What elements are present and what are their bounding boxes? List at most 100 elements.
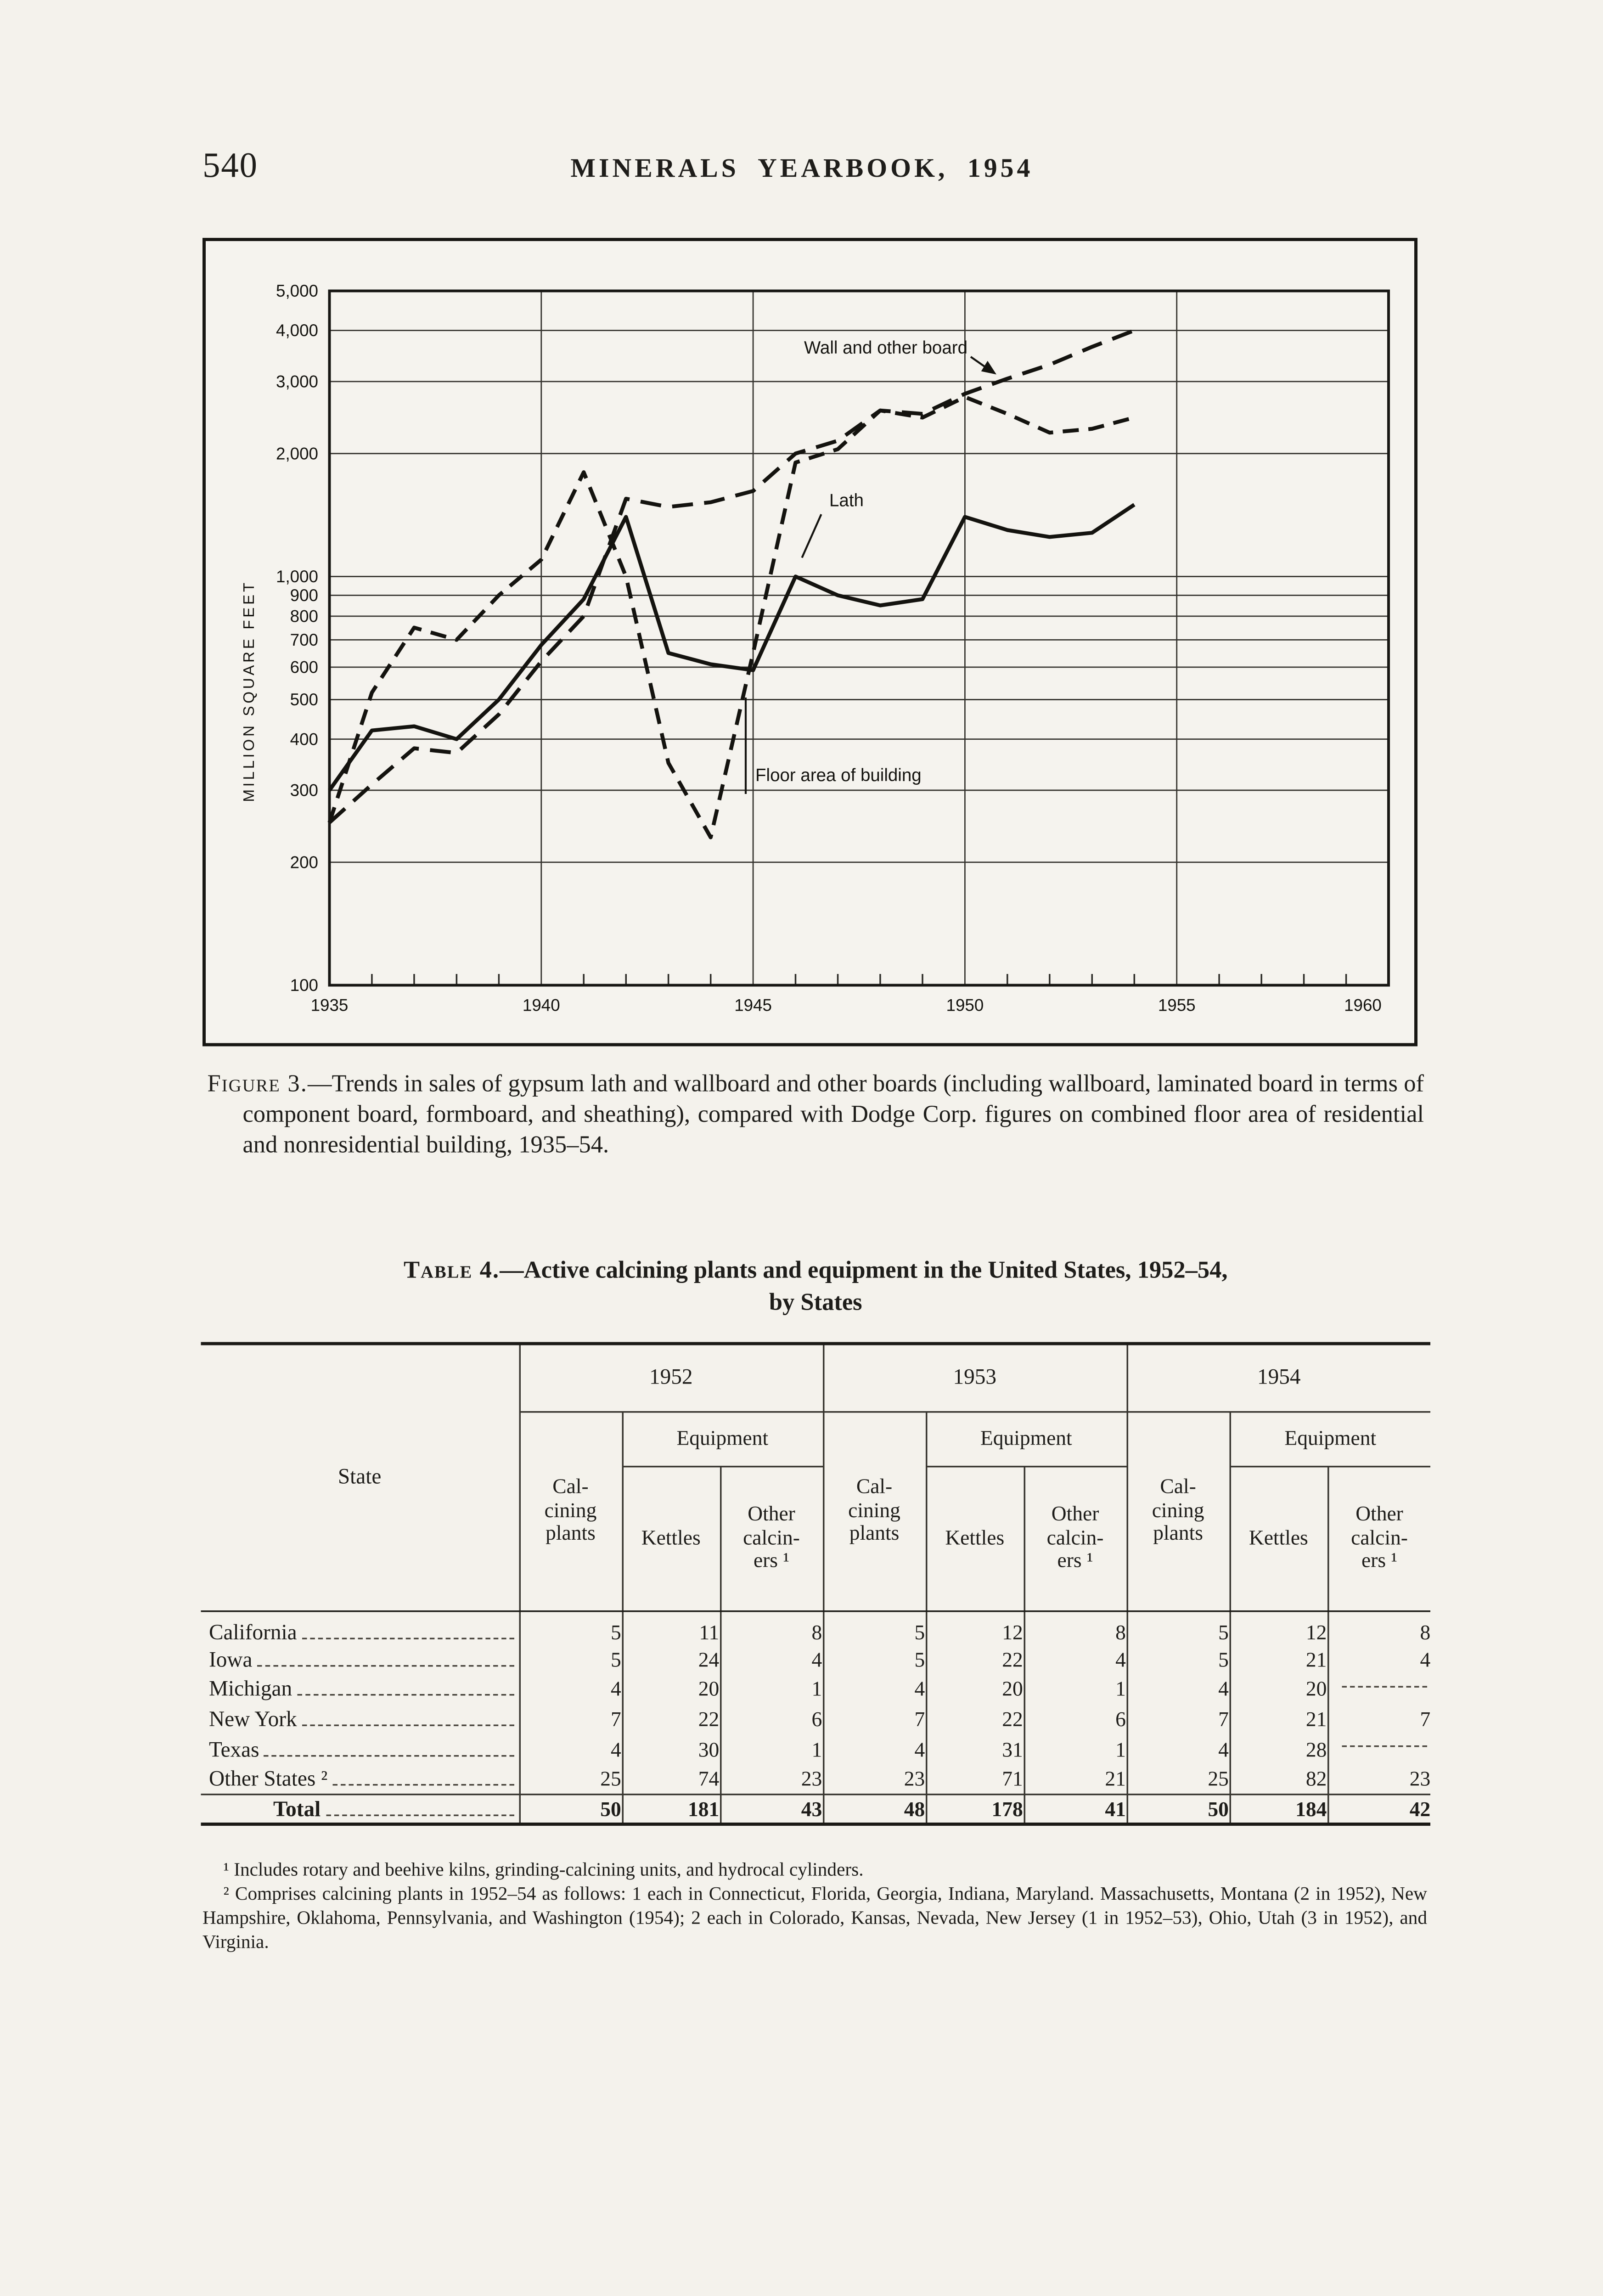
svg-text:1945: 1945 [734, 996, 772, 1015]
svg-text:1950: 1950 [946, 996, 984, 1015]
col-header-equipment-1953: Equipment [925, 1411, 1128, 1467]
col-header-other-calciners-1952: Other calcin- ers ¹ [719, 1466, 824, 1611]
svg-text:300: 300 [290, 781, 318, 800]
svg-text:1960: 1960 [1344, 996, 1382, 1015]
svg-text:900: 900 [290, 586, 318, 605]
state-label: Total [273, 1796, 321, 1820]
footnote-1: ¹ Includes rotary and beehive kilns, gri… [223, 1858, 864, 1880]
state-label: Michigan [209, 1677, 292, 1701]
table-row: Michigan 4 20 1 4 20 1 4 20 [201, 1675, 1431, 1705]
value-cell: 7 [1125, 1705, 1231, 1735]
dash-leader [264, 1754, 514, 1756]
chart-curve-labels: Wall and other board Lath Floor area of bu… [744, 338, 996, 794]
value-cell: 5 [822, 1610, 927, 1645]
value-cell: 7 [822, 1705, 927, 1735]
svg-text:1940: 1940 [523, 996, 560, 1015]
value-cell: 4 [822, 1675, 927, 1705]
value-cell: 30 [621, 1734, 721, 1765]
value-cell [1327, 1734, 1431, 1765]
table-row: New York 7 22 6 7 22 6 7 21 7 [201, 1705, 1431, 1735]
value-cell: 8 [719, 1610, 824, 1645]
table-title-text: —Active calcining plants and equipment i… [500, 1258, 1228, 1284]
value-cell: 4 [518, 1734, 623, 1765]
value-cell: 23 [1327, 1764, 1431, 1795]
state-cell: Michigan [201, 1675, 520, 1705]
value-cell: 20 [621, 1675, 721, 1705]
chart-year-ticks [371, 974, 1347, 985]
value-cell: 8 [1023, 1610, 1128, 1645]
value-cell: 6 [719, 1705, 824, 1735]
footnote-2: ² Comprises calcining plants in 1952–54 … [202, 1882, 1427, 1953]
dash-leader [257, 1665, 514, 1666]
value-cell: 4 [822, 1734, 927, 1765]
value-cell: 74 [621, 1764, 721, 1795]
page-number: 540 [202, 145, 258, 185]
value-cell: 1 [719, 1734, 824, 1765]
value-cell: 5 [1125, 1645, 1231, 1675]
col-header-year-1954: 1954 [1125, 1344, 1431, 1412]
label-arrowhead [981, 360, 996, 375]
col-header-calcining-plants-1952: Cal- cining plants [519, 1411, 623, 1611]
value-cell: 43 [719, 1793, 824, 1824]
svg-text:600: 600 [290, 658, 318, 676]
svg-text:800: 800 [290, 607, 318, 626]
value-cell: 20 [1228, 1675, 1328, 1705]
col-header-calcining-plants-1953: Cal- cining plants [822, 1411, 927, 1611]
state-label: Other States ² [209, 1766, 328, 1790]
value-cell: 5 [518, 1610, 623, 1645]
figure-caption-text: —Trends in sales of gypsum lath and wall… [242, 1072, 1424, 1159]
value-cell: 11 [621, 1610, 721, 1645]
value-cell: 1 [1023, 1675, 1128, 1705]
series-floor-area-of-building [327, 395, 1135, 839]
table-row: Iowa 5 24 4 5 22 4 5 21 4 [201, 1645, 1431, 1675]
state-cell: Texas [201, 1734, 520, 1765]
figure-3-chart-frame: 5,000 4,000 3,000 2,000 1,000 900 800 700 600 500… [202, 238, 1417, 1047]
value-cell: 21 [1228, 1645, 1328, 1675]
value-cell: 1 [1023, 1734, 1128, 1765]
col-header-kettles-1952: Kettles [622, 1466, 721, 1611]
value-cell: 50 [518, 1793, 623, 1824]
dash-leader [332, 1784, 514, 1786]
series-lath [328, 503, 1136, 792]
col-header-equipment-1952: Equipment [621, 1411, 824, 1467]
state-label: California [209, 1619, 297, 1643]
dash-leader [325, 1813, 514, 1816]
dash-leader [297, 1694, 514, 1696]
running-header: MINERALS YEARBOOK, 1954 [570, 152, 1034, 184]
table-4-wrap: State 1952 1953 1954 Cal- cining plants … [201, 1342, 1431, 1826]
series-wall-and-other-board [328, 328, 1135, 824]
col-header-equipment-1954: Equipment [1228, 1411, 1431, 1467]
chart-y-axis-title: MILLION SQUARE FEET [241, 580, 258, 802]
calcining-plants-table: State 1952 1953 1954 Cal- cining plants … [201, 1342, 1431, 1826]
value-cell: 25 [518, 1764, 623, 1795]
state-label: Texas [209, 1737, 259, 1761]
value-cell: 23 [719, 1764, 824, 1795]
value-cell: 23 [822, 1764, 927, 1795]
value-cell: 31 [925, 1734, 1025, 1765]
value-cell: 4 [1023, 1645, 1128, 1675]
svg-text:400: 400 [290, 730, 318, 748]
state-cell: California [201, 1610, 520, 1645]
svg-text:4,000: 4,000 [276, 321, 318, 340]
chart-plot-border [328, 289, 1390, 987]
svg-text:3,000: 3,000 [276, 372, 318, 391]
table-row: Texas 4 30 1 4 31 1 4 28 [201, 1734, 1431, 1765]
state-cell: Iowa [201, 1645, 520, 1675]
table-body: California 5 11 8 5 12 8 5 12 8 Iowa 5 24 4 5 22 4 5 21 4 Mi… [201, 1610, 1431, 1824]
curve-label-wall-and-other-board: Wall and other board [804, 338, 967, 358]
curve-label-lath: Lath [829, 491, 864, 511]
col-header-year-1953: 1953 [822, 1344, 1128, 1412]
col-header-other-calciners-1954: Other calcin- ers ¹ [1327, 1466, 1431, 1611]
svg-text:100: 100 [290, 976, 318, 995]
value-cell: 25 [1125, 1764, 1231, 1795]
svg-text:1955: 1955 [1158, 996, 1196, 1015]
value-cell: 50 [1125, 1793, 1231, 1824]
state-cell: New York [201, 1705, 520, 1735]
dash-leader [1341, 1686, 1428, 1688]
svg-text:700: 700 [290, 630, 318, 649]
col-header-kettles-1953: Kettles [925, 1466, 1025, 1611]
value-cell: 20 [925, 1675, 1025, 1705]
